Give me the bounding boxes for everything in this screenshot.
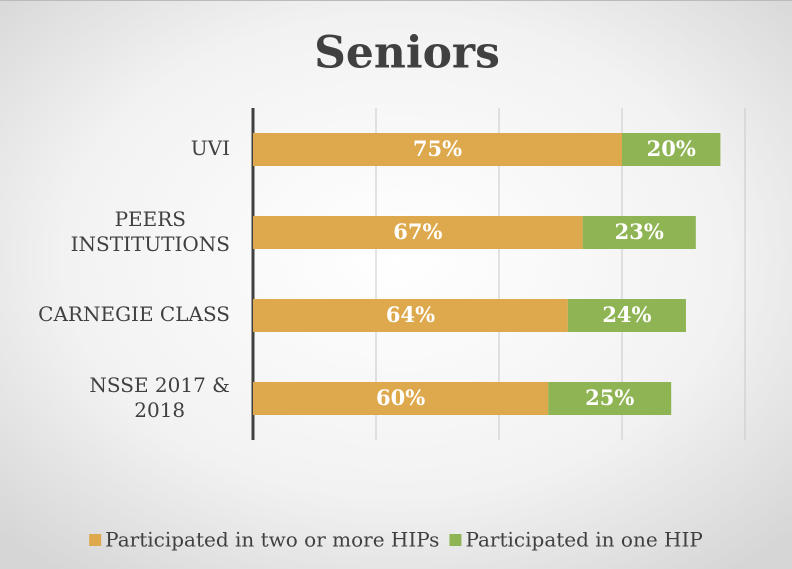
data-label: 23% bbox=[615, 219, 664, 244]
y-tick-label: CARNEGIE CLASS bbox=[38, 302, 230, 326]
data-label: 20% bbox=[647, 136, 696, 161]
y-tick-label: UVI bbox=[191, 136, 230, 160]
y-tick-label: PEERS INSTITUTIONS bbox=[71, 207, 230, 256]
bar-segment bbox=[582, 216, 696, 249]
legend-label: Participated in one HIP bbox=[465, 528, 702, 552]
bar-segment bbox=[253, 216, 583, 249]
bar-segment bbox=[253, 382, 549, 415]
legend-swatch bbox=[89, 534, 102, 546]
legend-label: Participated in two or more HIPs bbox=[105, 528, 439, 552]
bar-segment bbox=[548, 382, 672, 415]
bar-segment bbox=[253, 133, 622, 166]
data-label: 64% bbox=[386, 302, 435, 327]
legend-swatch bbox=[449, 534, 462, 546]
chart-title: Seniors bbox=[314, 28, 500, 79]
data-label: 24% bbox=[602, 302, 651, 327]
bar-segment bbox=[567, 299, 686, 332]
bar-segment bbox=[622, 133, 721, 166]
y-tick-label: NSSE 2017 & 2018 bbox=[89, 373, 230, 422]
data-label: 67% bbox=[393, 219, 442, 244]
bar-segment bbox=[253, 299, 568, 332]
data-label: 25% bbox=[585, 385, 634, 410]
data-label: 75% bbox=[413, 136, 462, 161]
legend: Participated in two or more HIPs Particip… bbox=[89, 528, 703, 552]
data-label: 60% bbox=[376, 385, 425, 410]
